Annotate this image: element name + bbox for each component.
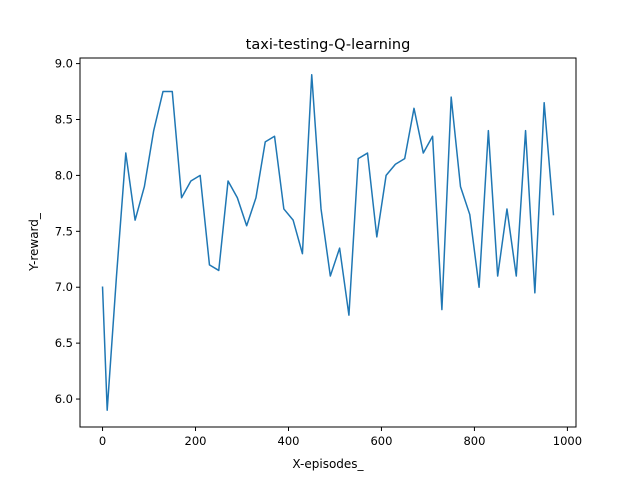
x-tick-label: 1000 xyxy=(553,434,582,448)
y-axis-ticks: 6.0 6.5 7.0 7.5 8.0 8.5 9.0 xyxy=(55,57,80,406)
y-tick-label: 6.5 xyxy=(55,336,73,350)
x-axis-label: X-episodes_ xyxy=(292,457,364,471)
plot-frame xyxy=(79,57,577,428)
y-tick-label: 6.0 xyxy=(55,392,73,406)
y-axis-label: Y-reward_ xyxy=(27,212,41,272)
x-axis-ticks: 0 200 400 600 800 1000 xyxy=(99,427,582,448)
y-tick-label: 9.0 xyxy=(55,57,73,71)
chart-title: taxi-testing-Q-learning xyxy=(246,37,411,53)
y-tick-label: 8.0 xyxy=(55,168,73,182)
y-tick-label: 7.0 xyxy=(55,280,73,294)
x-tick-label: 800 xyxy=(463,434,485,448)
series-line-0 xyxy=(101,74,555,411)
x-tick-label: 0 xyxy=(99,434,106,448)
x-tick-label: 400 xyxy=(278,434,300,448)
y-tick-label: 7.5 xyxy=(55,224,73,238)
y-tick-label: 8.5 xyxy=(55,113,73,127)
x-tick-label: 200 xyxy=(185,434,207,448)
x-tick-label: 600 xyxy=(370,434,392,448)
series-layer xyxy=(101,74,555,411)
